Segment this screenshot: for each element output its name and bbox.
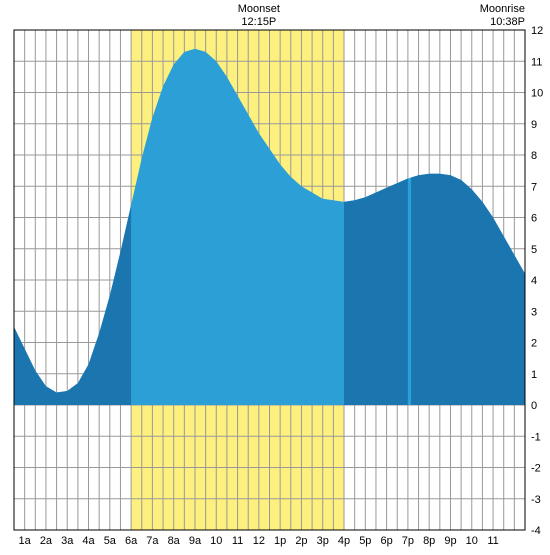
x-tick-label: 2a [40, 535, 53, 547]
y-tick-label: 12 [531, 25, 543, 37]
x-tick-label: 3p [317, 535, 329, 547]
x-tick-label: 1a [19, 535, 32, 547]
moonrise-time: 10:38P [490, 16, 525, 28]
x-tick-label: 2p [295, 535, 307, 547]
x-tick-label: 6a [125, 535, 138, 547]
x-tick-label: 5p [359, 535, 371, 547]
x-tick-label: 10 [466, 535, 478, 547]
moonset-label: Moonset [238, 3, 280, 15]
x-tick-label: 4p [338, 535, 350, 547]
y-tick-label: 7 [531, 181, 537, 193]
x-tick-label: 8a [168, 535, 181, 547]
x-tick-label: 9a [189, 535, 202, 547]
y-tick-label: 11 [531, 56, 542, 68]
y-tick-label: 6 [531, 213, 537, 225]
y-tick-label: -1 [531, 431, 541, 443]
x-tick-label: 9p [444, 535, 456, 547]
y-tick-label: 10 [531, 88, 543, 100]
tide-chart: -4-3-2-101234567891011121a2a3a4a5a6a7a8a… [0, 0, 550, 550]
x-tick-label: 7p [402, 535, 414, 547]
x-tick-label: 5a [104, 535, 117, 547]
moonrise-label: Moonrise [480, 3, 525, 15]
x-tick-label: 8p [423, 535, 435, 547]
y-tick-label: -4 [531, 525, 541, 537]
y-tick-label: 5 [531, 244, 537, 256]
x-tick-label: 7a [146, 535, 159, 547]
x-tick-label: 11 [487, 535, 498, 547]
x-tick-label: 10 [210, 535, 222, 547]
y-tick-label: 0 [531, 400, 537, 412]
chart-svg: -4-3-2-101234567891011121a2a3a4a5a6a7a8a… [0, 0, 550, 550]
x-tick-label: 6p [380, 535, 392, 547]
moonset-time: 12:15P [241, 16, 276, 28]
y-tick-label: 8 [531, 150, 537, 162]
y-tick-label: 1 [531, 369, 537, 381]
y-tick-label: 2 [531, 338, 537, 350]
y-tick-label: -2 [531, 463, 541, 475]
x-tick-label: 11 [232, 535, 243, 547]
y-tick-label: 9 [531, 119, 537, 131]
y-tick-label: -3 [531, 494, 541, 506]
x-tick-label: 3a [61, 535, 74, 547]
y-tick-label: 3 [531, 306, 537, 318]
y-tick-label: 4 [531, 275, 537, 287]
x-tick-label: 4a [82, 535, 95, 547]
x-tick-label: 12 [253, 535, 265, 547]
x-tick-label: 1p [274, 535, 286, 547]
